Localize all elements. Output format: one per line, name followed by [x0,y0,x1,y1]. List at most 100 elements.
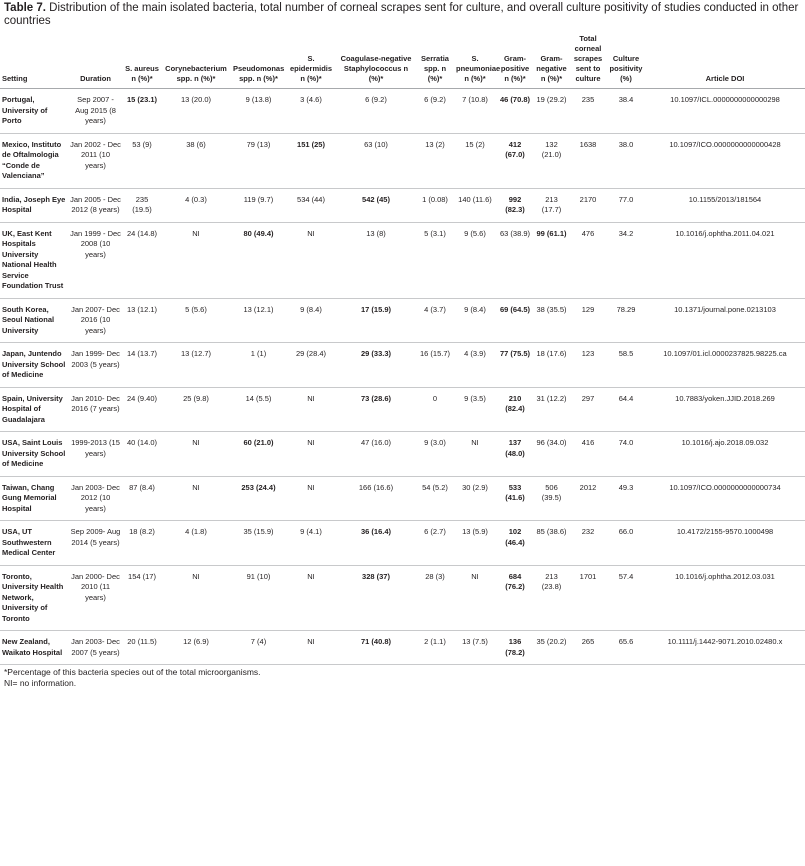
table-cell: 10.7883/yoken.JJID.2018.269 [645,387,805,432]
table-cell: 13 (12.1) [123,298,161,343]
table-cell: 136 (78.2) [496,630,534,665]
table-cell: 7 (4) [231,630,286,665]
table-cell: 10.1155/2013/181564 [645,188,805,223]
table-cell: 31 (12.2) [534,387,569,432]
table-cell: NI [286,222,336,299]
table-cell: 38 (35.5) [534,298,569,343]
table-cell: 10.1016/j.ajo.2018.09.032 [645,431,805,477]
table-cell: 57.4 [607,565,645,631]
table-row: UK, East Kent Hospitals University Natio… [0,222,805,299]
column-header: Serratia spp. n (%)* [416,32,454,89]
table-cell: 36 (16.4) [336,520,416,566]
table-cell: 60 (21.0) [231,431,286,477]
header-row: Setting Duration S. aureus n (%)* Corynebac… [0,32,805,89]
table-cell: 38.4 [607,88,645,134]
table-cell: 35 (20.2) [534,630,569,665]
table-cell: Jan 2000- Dec 2010 (11 years) [68,565,123,631]
table-cell: 9 (8.4) [454,298,496,343]
table-cell: 123 [569,342,607,388]
table-cell: 16 (15.7) [416,342,454,388]
table-cell: 15 (2) [454,133,496,189]
table-cell: Jan 2003- Dec 2007 (5 years) [68,630,123,665]
table-cell: 9 (8.4) [286,298,336,343]
column-header: Pseudomonas spp. n (%)* [231,32,286,89]
footnote: *Percentage of this bacteria species out… [4,667,261,677]
table-cell: 58.5 [607,342,645,388]
table-cell: 10.1097/ICO.0000000000000734 [645,476,805,521]
table-cell: NI [286,387,336,432]
table-cell: 416 [569,431,607,477]
column-header: Article DOI [645,32,805,89]
table-cell: 30 (2.9) [454,476,496,521]
table-cell: 24 (9.40) [123,387,161,432]
table-row: India, Joseph Eye Hospital Jan 2005 - Dec… [0,188,805,223]
table-cell: 1638 [569,133,607,189]
table-cell: 5 (5.6) [161,298,231,343]
table-cell: 542 (45) [336,188,416,223]
setting-cell: USA, Saint Louis University School of Me… [0,431,68,477]
table-cell: 213 (17.7) [534,188,569,223]
table-cell: 137 (48.0) [496,431,534,477]
table-cell: 253 (24.4) [231,476,286,521]
table-label: Table 7. [4,2,46,14]
table-cell: 232 [569,520,607,566]
table-cell: 10.1371/journal.pone.0213103 [645,298,805,343]
column-header: S. epidermidis n (%)* [286,32,336,89]
table-cell: 34.2 [607,222,645,299]
table-cell: 64.4 [607,387,645,432]
table-cell: 63 (38.9) [496,222,534,299]
setting-cell: South Korea, Seoul National University [0,298,68,343]
setting-cell: Mexico, Instituto de Oftalmologia “Conde… [0,133,68,189]
setting-cell: Portugal, University of Porto [0,88,68,134]
table-cell: 9 (3.5) [454,387,496,432]
table-cell: 38 (6) [161,133,231,189]
table-cell: 12 (6.9) [161,630,231,665]
table-title: Distribution of the main isolated bacter… [4,2,799,27]
table-cell: 235 [569,88,607,134]
table-cell: Sep 2007 - Aug 2015 (8 years) [68,88,123,134]
table-cell: 1701 [569,565,607,631]
setting-cell: USA, UT Southwestern Medical Center [0,520,68,566]
table-cell: 534 (44) [286,188,336,223]
column-header: S. pneumoniae n (%)* [454,32,500,89]
table-cell: 20 (11.5) [123,630,161,665]
table-cell: 65.6 [607,630,645,665]
table-row: South Korea, Seoul National University Ja… [0,298,805,343]
table-cell: 0 [416,387,454,432]
setting-cell: UK, East Kent Hospitals University Natio… [0,222,68,299]
table-cell: NI [286,630,336,665]
table-cell: 29 (28.4) [286,342,336,388]
table-cell: 140 (11.6) [454,188,496,223]
table-cell: 87 (8.4) [123,476,161,521]
table-cell: Sep 2009- Aug 2014 (5 years) [68,520,123,566]
table-cell: Jan 2010- Dec 2016 (7 years) [68,387,123,432]
table-row: Portugal, University of Porto Sep 2007 - … [0,88,805,134]
table-cell: 29 (33.3) [336,342,416,388]
table-cell: 71 (40.8) [336,630,416,665]
table-cell: 13 (2) [416,133,454,189]
table-cell: 9 (13.8) [231,88,286,134]
table-cell: 2170 [569,188,607,223]
table-cell: 10.1097/01.icl.0000237825.98225.ca [645,342,805,388]
table-cell: 151 (25) [286,133,336,189]
setting-cell: Japan, Juntendo University School of Med… [0,342,68,388]
table-cell: 210 (82.4) [496,387,534,432]
table-cell: 1999-2013 (15 years) [68,431,123,477]
table-cell: 96 (34.0) [534,431,569,477]
table-cell: 297 [569,387,607,432]
table-cell: 19 (29.2) [534,88,569,134]
table-cell: 77 (75.5) [496,342,534,388]
table-cell: 35 (15.9) [231,520,286,566]
table-cell: NI [454,431,496,477]
table-cell: NI [286,565,336,631]
table-cell: Jan 2003- Dec 2012 (10 years) [68,476,123,521]
table-cell: 10.1097/ICO.0000000000000428 [645,133,805,189]
table-cell: Jan 2002 - Dec 2011 (10 years) [68,133,123,189]
table-cell: 25 (9.8) [161,387,231,432]
table-cell: 69 (64.5) [496,298,534,343]
column-header: S. aureus n (%)* [123,32,161,89]
table-cell: 13 (12.7) [161,342,231,388]
table-cell: 13 (8) [336,222,416,299]
table-cell: 6 (9.2) [416,88,454,134]
